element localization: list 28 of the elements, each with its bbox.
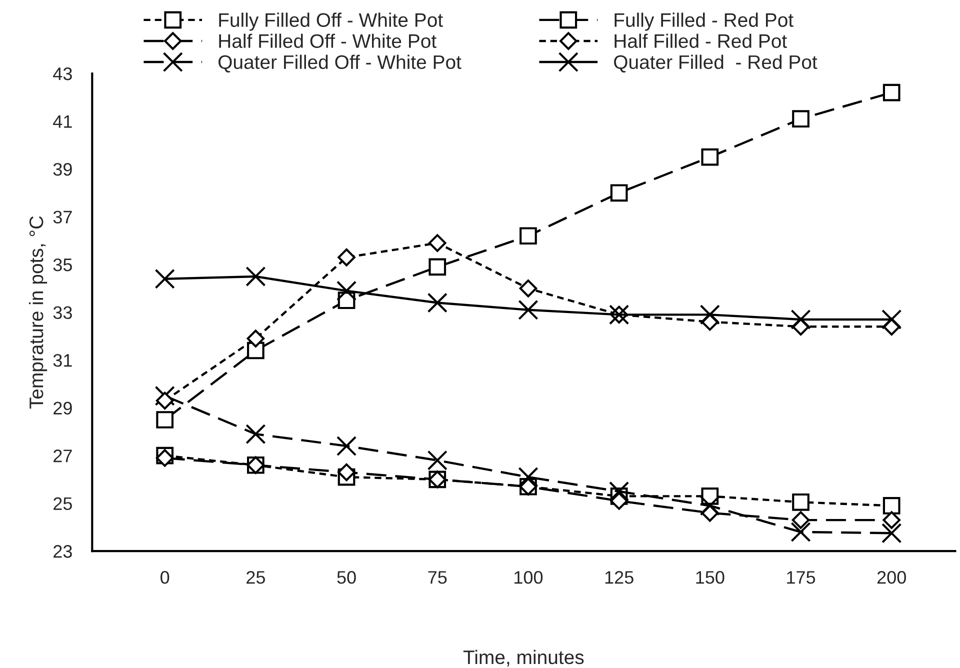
y-tick-label: 25 bbox=[54, 497, 72, 510]
y-tick-label: 29 bbox=[54, 402, 72, 415]
legend-label: Half Filled Off - White Pot bbox=[219, 34, 436, 48]
y-tick-label: 33 bbox=[53, 306, 72, 320]
legend-label: Fully Filled Off - White Pot bbox=[219, 12, 443, 31]
y-tick-label: 43 bbox=[53, 67, 72, 80]
y-tick-label: 39 bbox=[53, 162, 72, 176]
x-tick-label: 25 bbox=[246, 571, 265, 584]
legend-label: Fully Filled - Red Pot bbox=[614, 12, 794, 31]
y-tick-label: 41 bbox=[53, 115, 72, 128]
x-axis-title: Time, minutes bbox=[463, 650, 584, 666]
legend-label: Quater Filled - Red Pot bbox=[614, 54, 818, 73]
x-tick-label: 50 bbox=[337, 571, 356, 584]
x-tick-label: 150 bbox=[696, 571, 724, 584]
x-tick-label: 0 bbox=[160, 571, 170, 584]
y-tick-label: 35 bbox=[53, 258, 72, 272]
x-tick-label: 200 bbox=[877, 571, 906, 584]
legend-label: Quater Filled Off - White Pot bbox=[218, 54, 462, 73]
y-tick-label: 23 bbox=[54, 545, 72, 558]
y-axis-title: Temprature in pots, °C bbox=[28, 216, 48, 409]
x-tick-label: 175 bbox=[787, 571, 816, 584]
y-tick-label: 31 bbox=[53, 354, 72, 367]
y-tick-label: 37 bbox=[53, 210, 72, 224]
y-tick-label: 27 bbox=[54, 450, 72, 462]
x-tick-label: 100 bbox=[514, 571, 543, 584]
legend-label: Half Filled - Red Pot bbox=[614, 34, 787, 48]
x-tick-label: 125 bbox=[605, 571, 634, 584]
x-tick-label: 75 bbox=[428, 571, 447, 584]
